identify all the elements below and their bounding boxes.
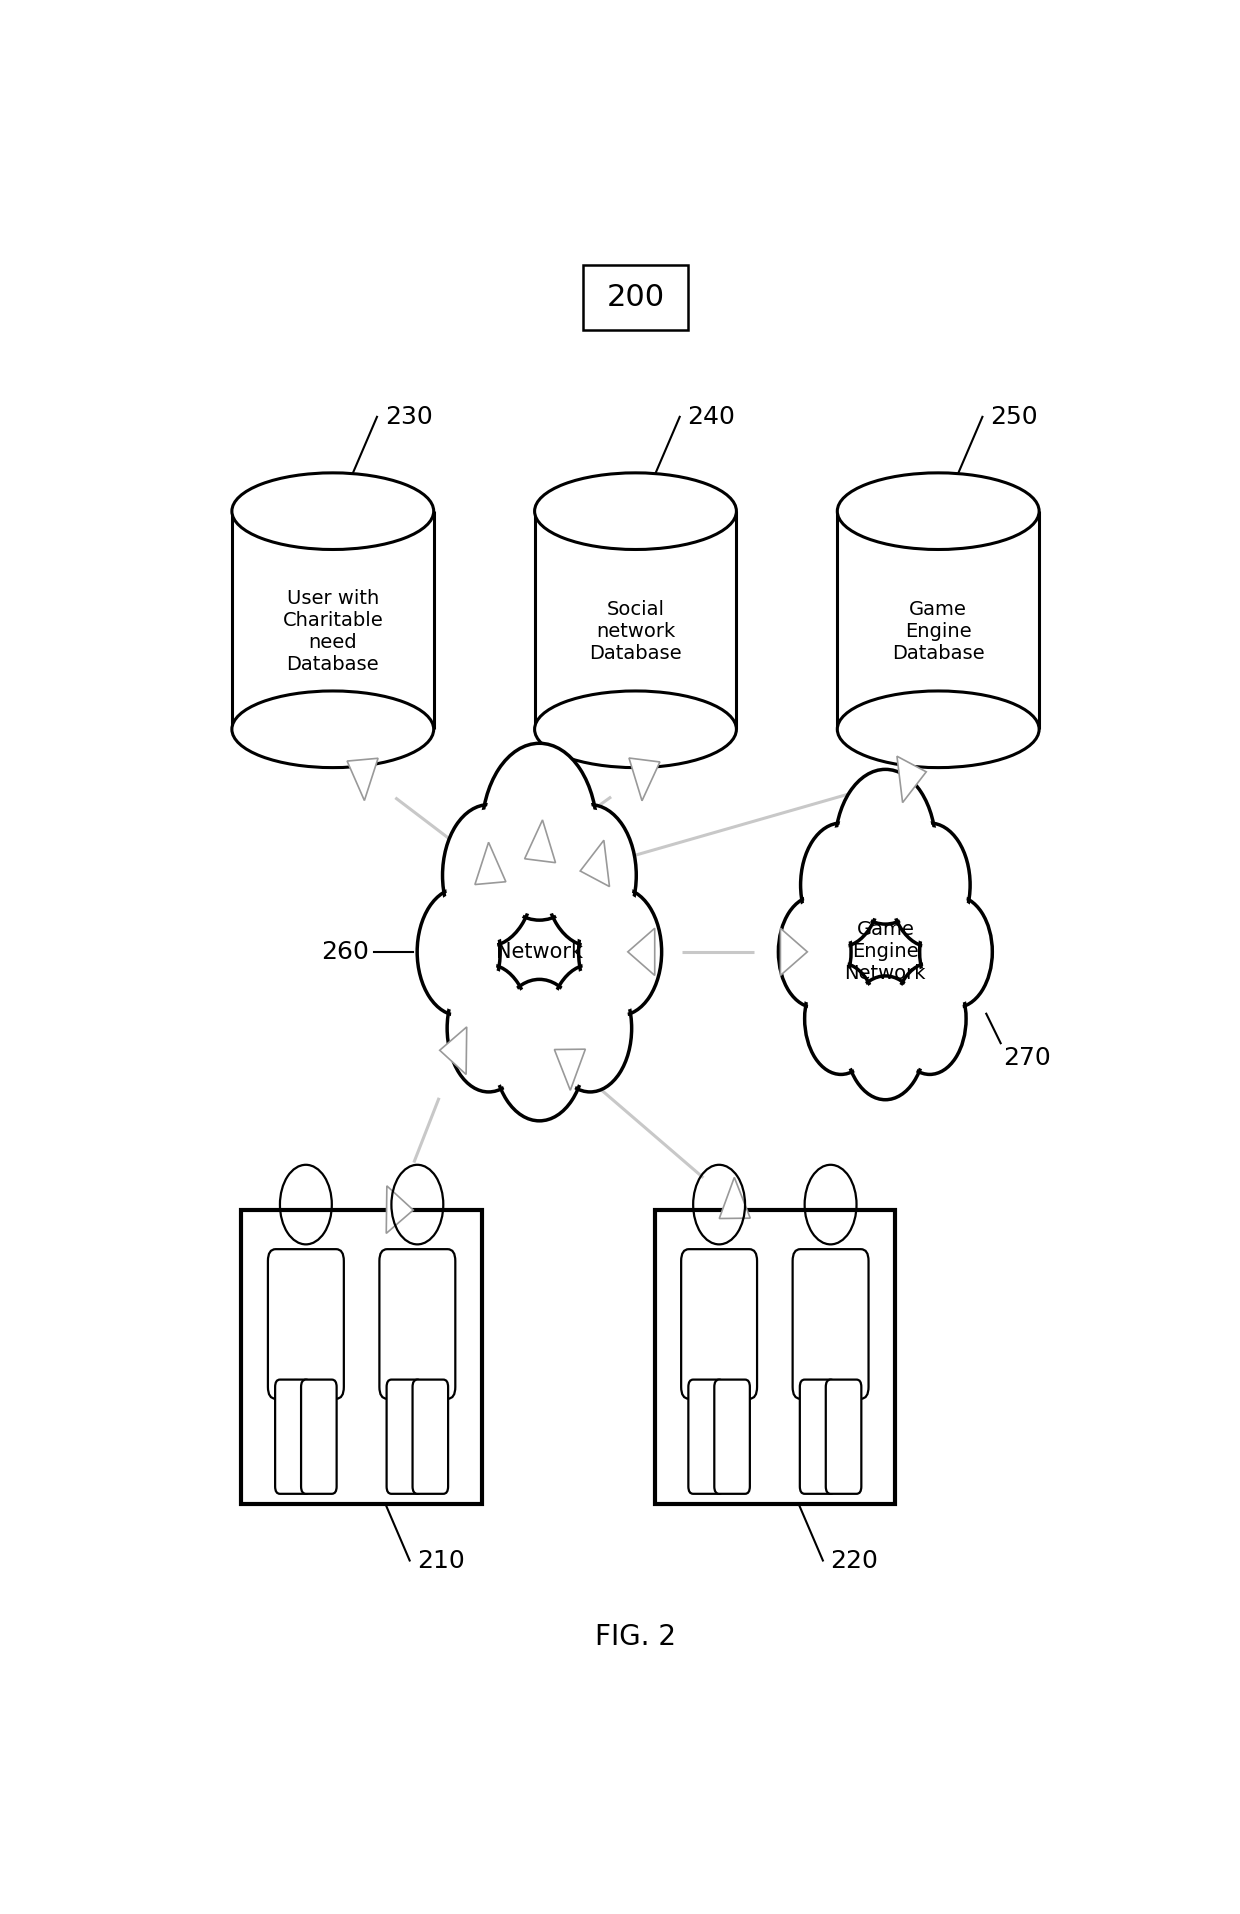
Circle shape (897, 968, 963, 1070)
Polygon shape (629, 758, 660, 800)
Text: Network: Network (496, 942, 583, 963)
Text: Game
Engine
Database: Game Engine Database (892, 601, 985, 664)
Circle shape (838, 773, 932, 919)
Circle shape (579, 888, 662, 1016)
Ellipse shape (534, 691, 737, 768)
FancyBboxPatch shape (800, 1380, 836, 1493)
Circle shape (450, 970, 527, 1087)
Circle shape (420, 894, 497, 1011)
Polygon shape (347, 758, 378, 800)
Text: FIG. 2: FIG. 2 (595, 1623, 676, 1652)
Circle shape (893, 827, 967, 942)
Circle shape (805, 963, 877, 1074)
Circle shape (920, 896, 992, 1007)
Text: 230: 230 (384, 406, 433, 429)
Circle shape (779, 896, 851, 1007)
Circle shape (443, 804, 534, 946)
Bar (534, 511, 737, 729)
Circle shape (417, 888, 500, 1016)
Circle shape (544, 804, 636, 946)
FancyBboxPatch shape (379, 1250, 455, 1399)
Circle shape (494, 980, 585, 1122)
Polygon shape (554, 1049, 585, 1091)
Ellipse shape (837, 691, 1039, 768)
Polygon shape (440, 1028, 466, 1074)
Circle shape (781, 901, 848, 1003)
Circle shape (807, 968, 874, 1070)
Ellipse shape (534, 473, 737, 549)
Polygon shape (719, 1177, 750, 1219)
Text: 240: 240 (687, 406, 735, 429)
Circle shape (835, 769, 936, 924)
FancyBboxPatch shape (275, 1380, 311, 1493)
Circle shape (804, 827, 878, 942)
Ellipse shape (232, 473, 434, 549)
Text: 250: 250 (990, 406, 1038, 429)
Circle shape (446, 810, 531, 942)
Ellipse shape (837, 473, 1039, 549)
Polygon shape (525, 819, 556, 863)
Bar (232, 511, 434, 729)
Text: 210: 210 (418, 1548, 465, 1573)
Circle shape (801, 823, 882, 947)
Circle shape (497, 984, 582, 1116)
Circle shape (889, 823, 970, 947)
Ellipse shape (534, 473, 737, 549)
Circle shape (485, 748, 594, 915)
Ellipse shape (232, 691, 434, 768)
Text: 220: 220 (831, 1548, 878, 1573)
FancyBboxPatch shape (714, 1380, 750, 1493)
Circle shape (448, 965, 531, 1091)
Polygon shape (386, 1187, 413, 1233)
FancyBboxPatch shape (301, 1380, 336, 1493)
Text: 260: 260 (321, 940, 370, 965)
FancyBboxPatch shape (387, 1380, 422, 1493)
Circle shape (482, 743, 598, 921)
FancyBboxPatch shape (681, 1250, 758, 1399)
Polygon shape (780, 928, 807, 976)
Polygon shape (580, 840, 610, 886)
Ellipse shape (232, 473, 434, 549)
Polygon shape (475, 842, 506, 884)
Text: Social
network
Database: Social network Database (589, 601, 682, 664)
Bar (242, 1210, 481, 1504)
Text: Game
Engine
Network: Game Engine Network (844, 921, 926, 984)
Polygon shape (627, 928, 655, 976)
Bar (837, 511, 1039, 729)
Text: 200: 200 (606, 283, 665, 312)
Bar (583, 264, 688, 329)
Ellipse shape (837, 473, 1039, 549)
FancyBboxPatch shape (268, 1250, 343, 1399)
Circle shape (582, 894, 658, 1011)
FancyBboxPatch shape (413, 1380, 448, 1493)
Circle shape (552, 970, 629, 1087)
Circle shape (548, 810, 632, 942)
Circle shape (923, 901, 990, 1003)
Circle shape (848, 980, 923, 1095)
Circle shape (548, 965, 631, 1091)
Circle shape (844, 976, 926, 1101)
Text: 270: 270 (1003, 1047, 1052, 1070)
Polygon shape (897, 756, 926, 802)
Circle shape (894, 963, 966, 1074)
Bar (655, 1210, 895, 1504)
FancyBboxPatch shape (826, 1380, 862, 1493)
FancyBboxPatch shape (792, 1250, 868, 1399)
FancyBboxPatch shape (688, 1380, 724, 1493)
Text: User with
Charitable
need
Database: User with Charitable need Database (283, 590, 383, 674)
